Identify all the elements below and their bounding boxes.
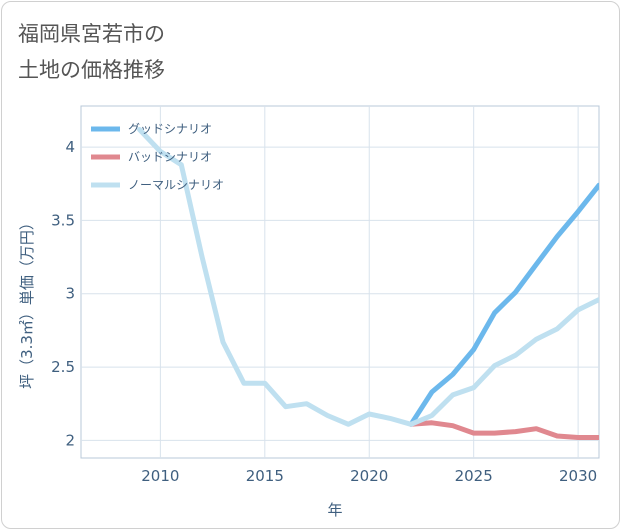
- y-tick-label: 4: [65, 138, 75, 156]
- y-tick-labels: 2 2.5 3 3.5 4: [51, 138, 75, 449]
- chart-title-line-1: 福岡県宮若市の: [18, 22, 165, 46]
- x-tick-label: 2010: [141, 467, 179, 485]
- plot-area: [80, 105, 600, 459]
- legend-label-bad: バッドシナリオ: [128, 150, 212, 164]
- y-tick-label: 3: [65, 285, 75, 303]
- x-tick-label: 2015: [246, 467, 284, 485]
- chart-title: 福岡県宮若市の 土地の価格推移: [18, 16, 165, 88]
- x-tick-labels: 2010 2015 2020 2025 2030: [141, 467, 597, 485]
- legend-label-good: グッドシナリオ: [128, 122, 212, 136]
- x-tick-label: 2030: [559, 467, 597, 485]
- x-tick-label: 2025: [455, 467, 493, 485]
- series-lines: [137, 127, 599, 440]
- chart-title-line-2: 土地の価格推移: [18, 58, 165, 82]
- series-line-normal: [137, 127, 599, 427]
- y-tick-label: 3.5: [51, 211, 75, 229]
- y-axis-label: 坪（3.3㎡）単価（万円）: [18, 215, 36, 389]
- series-line-good: [408, 182, 599, 427]
- x-axis-label: 年: [327, 501, 342, 519]
- series-line-bad: [408, 420, 599, 440]
- y-tick-label: 2: [65, 431, 75, 449]
- legend-label-normal: ノーマルシナリオ: [128, 178, 224, 192]
- x-tick-label: 2020: [350, 467, 388, 485]
- y-tick-label: 2.5: [51, 358, 75, 376]
